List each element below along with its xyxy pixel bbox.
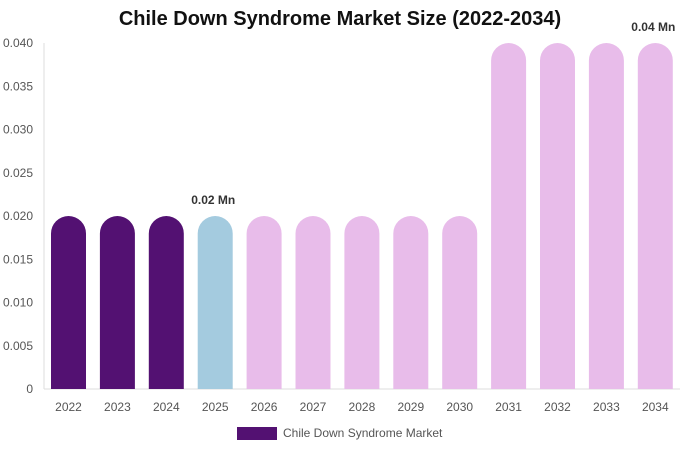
y-tick-label: 0.040: [3, 36, 33, 50]
x-tick-label: 2025: [202, 400, 229, 414]
x-tick-label: 2028: [349, 400, 376, 414]
bar-2028: [344, 216, 380, 389]
x-tick-label: 2029: [397, 400, 424, 414]
bar-2025: [197, 216, 233, 389]
bar-2023: [99, 216, 135, 389]
legend: Chile Down Syndrome Market: [237, 426, 442, 440]
y-tick-label: 0.005: [3, 339, 33, 353]
x-tick-label: 2031: [495, 400, 522, 414]
x-tick-label: 2032: [544, 400, 571, 414]
x-tick-label: 2024: [153, 400, 180, 414]
bar-2033: [588, 43, 624, 389]
y-tick-label: 0.035: [3, 79, 33, 93]
bar-2029: [393, 216, 429, 389]
y-tick-label: 0: [26, 382, 33, 396]
y-tick-label: 0.025: [3, 166, 33, 180]
bar-2022: [51, 216, 86, 389]
bar-2032: [540, 43, 575, 389]
y-tick-label: 0.015: [3, 252, 33, 266]
x-tick-label: 2026: [251, 400, 278, 414]
bar-2026: [246, 216, 282, 389]
data-label: 0.04 Mn: [631, 20, 675, 34]
data-label: 0.02 Mn: [191, 193, 235, 207]
chart-title: Chile Down Syndrome Market Size (2022-20…: [118, 8, 562, 30]
x-tick-label: 2022: [55, 400, 82, 414]
legend-swatch: [237, 426, 277, 440]
x-tick-label: 2023: [104, 400, 131, 414]
bar-2027: [295, 216, 331, 389]
x-tick-label: 2033: [593, 400, 620, 414]
y-tick-label: 0.010: [3, 296, 33, 310]
x-tick-label: 2034: [642, 400, 669, 414]
y-tick-label: 0.030: [3, 123, 33, 137]
y-tick-label: 0.020: [3, 209, 33, 223]
x-tick-label: 2027: [300, 400, 327, 414]
bar-2030: [442, 216, 478, 389]
bar-chart: 0 0.005 0.010 0.015 0.020 0.025 0.030 0.035 0.04…: [3, 20, 680, 414]
bar-2031: [491, 43, 527, 389]
bar-2034: [637, 43, 673, 389]
bar-2024: [148, 216, 184, 389]
legend-label: Chile Down Syndrome Market: [283, 426, 443, 440]
x-tick-label: 2030: [446, 400, 473, 414]
